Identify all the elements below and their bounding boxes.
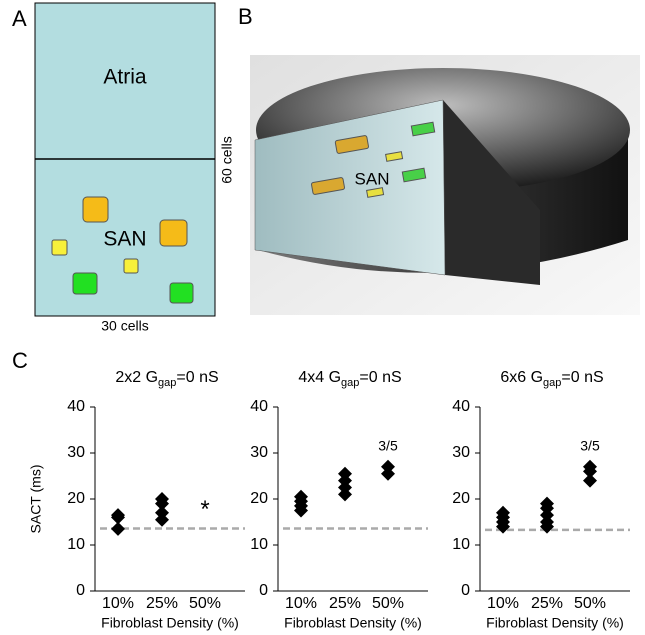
annotation: 3/5 <box>378 438 398 454</box>
title-subscript: gap <box>341 377 359 389</box>
data-point <box>111 510 125 525</box>
data-point <box>155 512 169 527</box>
y-tick-label: 40 <box>250 398 268 415</box>
data-point <box>540 519 554 534</box>
annotation: 3/5 <box>580 438 600 454</box>
fibroblast-patch <box>334 135 369 154</box>
data-point <box>111 521 125 536</box>
data-point <box>294 503 308 518</box>
chart-title: 2x2 Ggap=0 nS <box>115 369 218 389</box>
title-part: 2x2 G <box>115 369 158 386</box>
x-tick-label: 25% <box>146 595 178 612</box>
data-point <box>583 473 597 488</box>
title-part: =0 nS <box>561 369 603 386</box>
data-point <box>155 496 169 511</box>
chart-title: 4x4 Ggap=0 nS <box>298 369 401 389</box>
title-subscript: gap <box>158 377 176 389</box>
panel-label: C <box>12 348 28 373</box>
data-point <box>381 466 395 481</box>
chart-title: 6x6 Ggap=0 nS <box>500 369 603 389</box>
fibroblast-patch <box>159 219 188 247</box>
title-subscript: gap <box>543 377 561 389</box>
x-tick-label: 25% <box>329 595 361 612</box>
annotation: * <box>200 496 209 523</box>
y-tick-label: 20 <box>250 490 268 507</box>
region-label: SAN <box>103 228 146 251</box>
fibroblast-patch <box>169 282 194 304</box>
x-tick-label: 50% <box>372 595 404 612</box>
fibroblast-patch <box>51 239 68 256</box>
y-tick-label: 0 <box>259 582 268 599</box>
y-tick-label: 30 <box>67 444 85 461</box>
y-tick-label: 40 <box>67 398 85 415</box>
x-axis-label: Fibroblast Density (%) <box>486 615 624 631</box>
fibroblast-patch <box>123 258 139 274</box>
y-tick-label: 10 <box>250 536 268 553</box>
fibroblast-patch <box>82 196 109 223</box>
title-part: =0 nS <box>359 369 401 386</box>
y-tick-label: 10 <box>67 536 85 553</box>
data-point <box>496 519 510 534</box>
fibroblast-patch <box>401 167 427 183</box>
y-tick-label: 20 <box>452 490 470 507</box>
y-tick-label: 20 <box>67 490 85 507</box>
title-part: =0 nS <box>176 369 218 386</box>
x-tick-label: 10% <box>285 595 317 612</box>
data-point <box>583 464 597 479</box>
fibroblast-patch <box>385 151 404 162</box>
fibroblast-patch <box>410 121 436 137</box>
x-tick-label: 50% <box>574 595 606 612</box>
title-part: 4x4 G <box>298 369 341 386</box>
dimension-label: 60 cells <box>219 136 235 183</box>
x-tick-label: 25% <box>531 595 563 612</box>
title-part: 6x6 G <box>500 369 543 386</box>
y-tick-label: 10 <box>452 536 470 553</box>
x-tick-label: 10% <box>487 595 519 612</box>
fibroblast-patch <box>72 272 98 295</box>
cut-face <box>254 99 446 276</box>
x-tick-label: 10% <box>102 595 134 612</box>
y-tick-label: 40 <box>452 398 470 415</box>
y-axis-label: SACT (ms) <box>28 465 44 534</box>
cut-face-dark <box>443 100 540 285</box>
x-axis-label: Fibroblast Density (%) <box>101 615 239 631</box>
y-tick-label: 0 <box>76 582 85 599</box>
x-tick-label: 50% <box>189 595 221 612</box>
y-tick-label: 30 <box>452 444 470 461</box>
panel-label: A <box>12 6 27 31</box>
x-axis-label: Fibroblast Density (%) <box>284 615 422 631</box>
fibroblast-patch <box>311 177 345 195</box>
region-label: SAN <box>355 169 390 188</box>
y-tick-label: 0 <box>461 582 470 599</box>
y-tick-label: 30 <box>250 444 268 461</box>
dimension-label: 30 cells <box>101 318 148 334</box>
data-point <box>338 487 352 502</box>
region-label: Atria <box>103 66 147 89</box>
panel-label: B <box>238 4 253 29</box>
fibroblast-patch <box>366 187 385 198</box>
